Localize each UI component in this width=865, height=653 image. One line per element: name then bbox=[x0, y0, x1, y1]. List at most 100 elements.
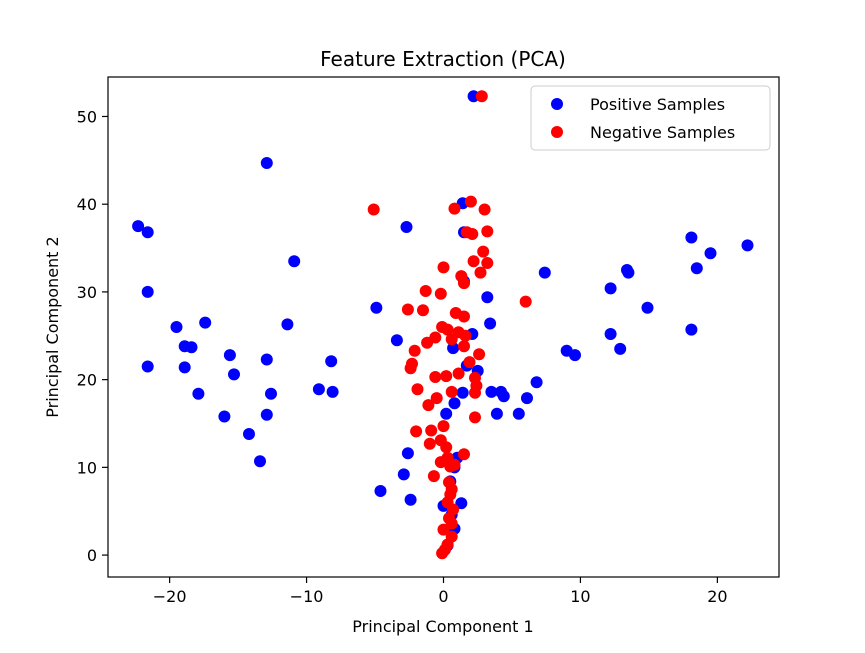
series-1-point-18 bbox=[401, 303, 414, 316]
series-0-point-57 bbox=[641, 301, 654, 314]
series-0-point-11 bbox=[223, 349, 236, 362]
series-0-point-47 bbox=[490, 407, 503, 420]
series-1-point-38 bbox=[429, 371, 442, 383]
y-tick-label: 20 bbox=[77, 371, 97, 390]
series-1-point-27 bbox=[421, 336, 434, 349]
series-1-point-15 bbox=[419, 285, 432, 297]
series-1-point-11 bbox=[437, 261, 450, 274]
y-tick-label: 50 bbox=[77, 107, 97, 126]
series-1-point-41 bbox=[445, 385, 458, 398]
series-1-point-45 bbox=[469, 411, 481, 424]
legend-marker-negative bbox=[551, 126, 563, 138]
series-1-point-21 bbox=[458, 310, 470, 323]
series-0-point-1 bbox=[260, 157, 273, 169]
legend-label-positive: Positive Samples bbox=[590, 95, 725, 114]
y-axis-label: Principal Component 2 bbox=[43, 236, 62, 417]
series-1-point-37 bbox=[452, 367, 465, 380]
series-1-point-43 bbox=[469, 386, 481, 399]
series-0-point-0 bbox=[467, 90, 480, 103]
series-1-point-1 bbox=[367, 203, 380, 216]
plot-points bbox=[132, 90, 754, 560]
series-1-point-17 bbox=[519, 295, 532, 308]
series-1-point-40 bbox=[411, 383, 424, 396]
series-1-point-9 bbox=[467, 255, 480, 268]
series-1-point-54 bbox=[434, 456, 447, 469]
series-0-point-62 bbox=[741, 239, 754, 252]
series-0-point-46 bbox=[497, 390, 510, 403]
series-0-point-17 bbox=[265, 387, 277, 400]
series-0-point-28 bbox=[374, 485, 387, 497]
series-1-point-10 bbox=[481, 257, 494, 269]
series-0-point-31 bbox=[404, 493, 417, 506]
series-0-point-27 bbox=[390, 334, 403, 347]
series-0-point-60 bbox=[685, 231, 698, 244]
x-axis-label: Principal Component 1 bbox=[352, 617, 533, 636]
x-tick-label: 0 bbox=[438, 587, 448, 606]
series-0-point-29 bbox=[401, 447, 414, 460]
series-0-point-63 bbox=[690, 262, 703, 275]
x-tick-label: 10 bbox=[570, 587, 590, 606]
series-1-point-52 bbox=[458, 448, 470, 461]
series-1-point-46 bbox=[410, 425, 423, 438]
series-0-point-58 bbox=[604, 328, 617, 340]
series-1-point-25 bbox=[459, 329, 472, 342]
series-1-point-30 bbox=[473, 348, 486, 361]
series-0-point-2 bbox=[132, 220, 145, 233]
series-0-point-3 bbox=[141, 226, 154, 239]
series-1-point-29 bbox=[458, 340, 470, 353]
series-0-point-15 bbox=[228, 368, 240, 381]
series-0-point-18 bbox=[312, 383, 325, 396]
series-0-point-42 bbox=[448, 397, 461, 410]
series-1-point-36 bbox=[440, 370, 453, 383]
series-0-point-59 bbox=[614, 342, 627, 355]
series-0-point-8 bbox=[281, 318, 294, 331]
series-1-point-64 bbox=[445, 517, 458, 530]
series-0-point-54 bbox=[604, 282, 617, 295]
series-0-point-6 bbox=[199, 316, 212, 329]
series-0-point-24 bbox=[254, 455, 266, 468]
series-0-point-48 bbox=[512, 407, 525, 420]
y-tick-label: 30 bbox=[77, 283, 97, 302]
series-0-point-53 bbox=[569, 349, 581, 362]
series-1-point-13 bbox=[474, 266, 487, 279]
series-0-point-21 bbox=[218, 410, 231, 423]
chart-title: Feature Extraction (PCA) bbox=[320, 47, 566, 71]
series-1-point-14 bbox=[458, 277, 470, 290]
y-tick-label: 10 bbox=[77, 458, 97, 477]
series-1-point-51 bbox=[440, 441, 453, 454]
x-tick-label: 20 bbox=[707, 587, 727, 606]
series-0-point-51 bbox=[538, 266, 551, 279]
series-0-point-38 bbox=[447, 342, 460, 355]
y-axis-ticks: 0 10 20 30 40 50 bbox=[77, 107, 108, 565]
series-0-point-49 bbox=[521, 392, 533, 405]
series-1-point-31 bbox=[408, 344, 421, 357]
series-0-point-56 bbox=[622, 266, 635, 279]
series-0-point-61 bbox=[704, 247, 717, 260]
series-1-point-47 bbox=[437, 420, 450, 433]
legend-label-negative: Negative Samples bbox=[590, 123, 735, 142]
series-1-point-3 bbox=[448, 202, 461, 215]
series-0-point-35 bbox=[481, 291, 494, 304]
y-tick-label: 0 bbox=[87, 546, 97, 565]
series-1-point-56 bbox=[444, 460, 457, 473]
series-1-point-42 bbox=[430, 392, 443, 405]
series-1-point-6 bbox=[466, 228, 479, 240]
series-0-point-5 bbox=[288, 255, 301, 268]
series-0-point-41 bbox=[456, 386, 469, 399]
series-1-point-8 bbox=[477, 245, 490, 258]
series-1-point-2 bbox=[464, 195, 477, 208]
series-0-point-4 bbox=[141, 285, 154, 298]
x-tick-label: −20 bbox=[153, 587, 187, 606]
series-1-point-44 bbox=[422, 399, 435, 412]
series-1-point-65 bbox=[437, 523, 450, 536]
series-0-point-23 bbox=[243, 428, 255, 440]
series-0-point-64 bbox=[685, 323, 698, 336]
series-1-point-69 bbox=[436, 547, 449, 560]
series-1-point-23 bbox=[441, 323, 454, 336]
series-1-point-4 bbox=[478, 203, 491, 216]
series-0-point-10 bbox=[185, 341, 198, 354]
x-tick-label: −10 bbox=[290, 587, 324, 606]
series-0-point-7 bbox=[170, 321, 183, 333]
